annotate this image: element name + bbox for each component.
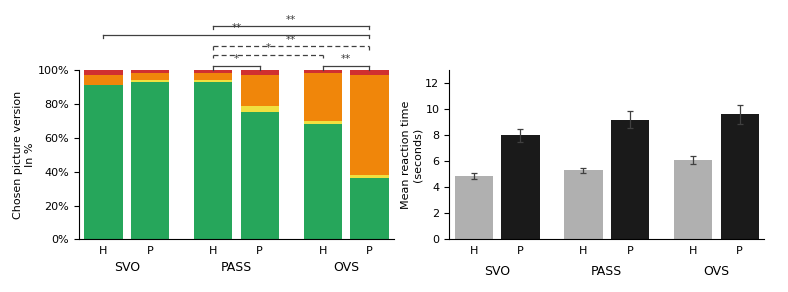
- Text: **: **: [341, 55, 351, 65]
- Text: **: **: [286, 15, 296, 25]
- Text: **: **: [286, 35, 296, 45]
- Bar: [131, 80, 169, 82]
- Bar: [131, 82, 169, 239]
- Text: **: **: [231, 23, 242, 33]
- Bar: [720, 114, 759, 239]
- Bar: [84, 85, 123, 239]
- Y-axis label: Mean reaction time
(seconds): Mean reaction time (seconds): [401, 100, 422, 209]
- Text: SVO: SVO: [113, 261, 139, 274]
- Bar: [350, 75, 388, 175]
- Bar: [194, 80, 232, 82]
- Text: SVO: SVO: [484, 265, 510, 279]
- Bar: [194, 74, 232, 80]
- Bar: [84, 75, 123, 85]
- Bar: [350, 175, 388, 178]
- Text: OVS: OVS: [333, 261, 359, 274]
- Bar: [350, 70, 388, 75]
- Text: PASS: PASS: [591, 265, 623, 279]
- Text: OVS: OVS: [704, 265, 730, 279]
- Bar: [674, 160, 712, 239]
- Bar: [455, 176, 493, 239]
- Text: PASS: PASS: [221, 261, 252, 274]
- Bar: [611, 120, 649, 239]
- Bar: [240, 70, 279, 75]
- Bar: [303, 70, 342, 74]
- Bar: [303, 74, 342, 121]
- Y-axis label: Chosen picture version
In %: Chosen picture version In %: [13, 91, 35, 219]
- Bar: [564, 171, 603, 239]
- Bar: [303, 121, 342, 124]
- Bar: [131, 74, 169, 80]
- Bar: [194, 82, 232, 239]
- Bar: [84, 70, 123, 75]
- Text: *: *: [266, 44, 270, 53]
- Bar: [501, 135, 540, 239]
- Bar: [194, 70, 232, 74]
- Bar: [240, 106, 279, 112]
- Text: *: *: [234, 55, 239, 65]
- Bar: [131, 70, 169, 74]
- Bar: [240, 75, 279, 106]
- Bar: [303, 124, 342, 239]
- Bar: [350, 178, 388, 239]
- Bar: [240, 112, 279, 239]
